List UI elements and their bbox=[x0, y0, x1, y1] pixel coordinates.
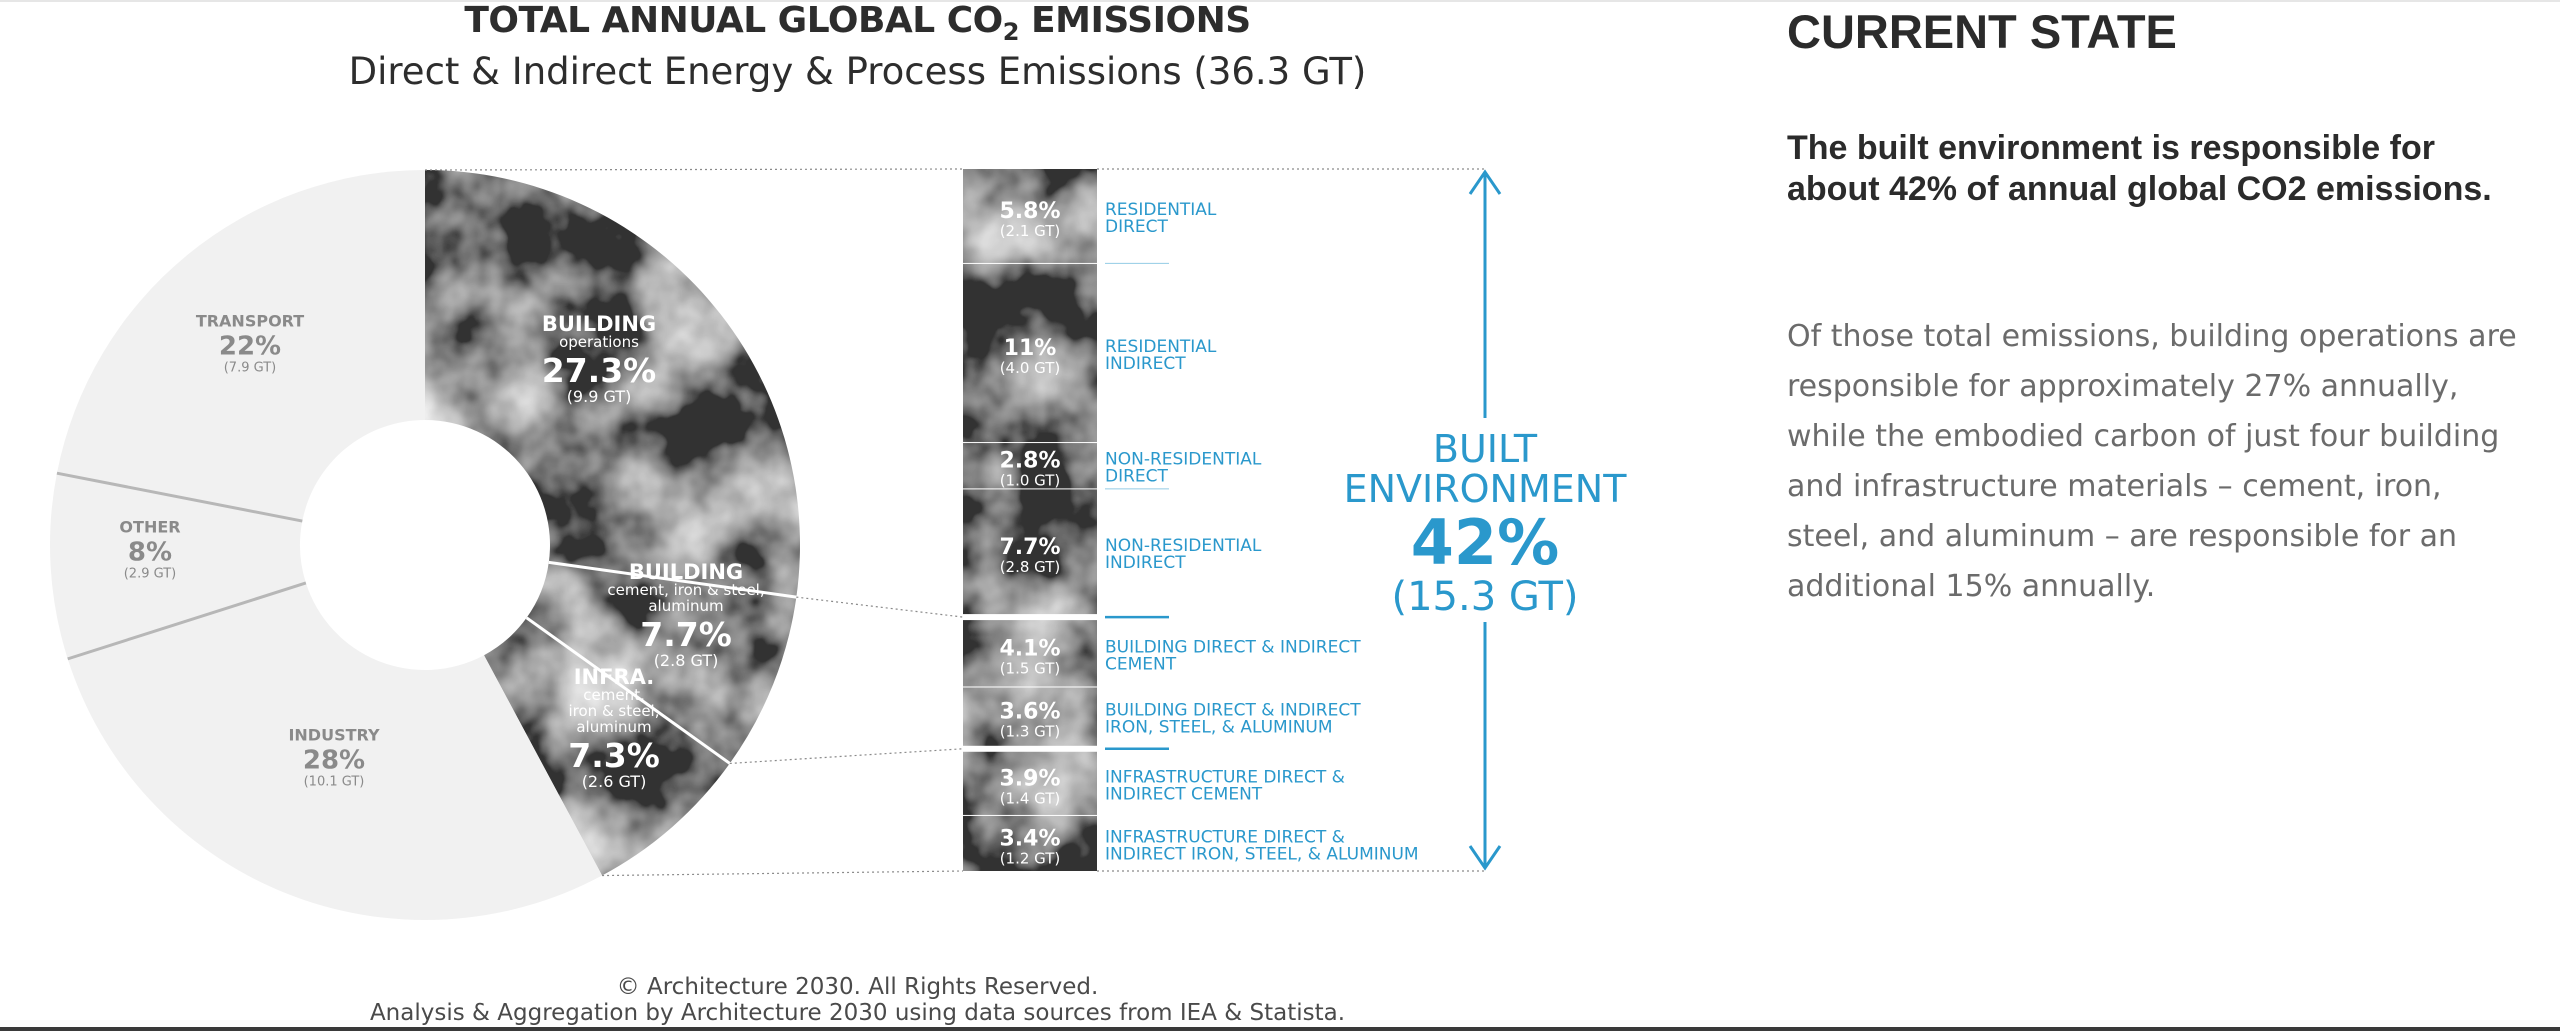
breakdown-label: NON-RESIDENTIAL bbox=[1105, 536, 1262, 556]
breakdown-pct: 3.9% bbox=[999, 766, 1060, 791]
slice-building-name: BUILDING bbox=[542, 312, 656, 336]
breakdown-pct: 4.1% bbox=[999, 636, 1060, 661]
breakdown-bar-segment-4 bbox=[963, 489, 1097, 615]
slice-transport-5 bbox=[56, 170, 425, 522]
breakdown-pct: 2.8% bbox=[999, 449, 1060, 474]
slice-industry-pct: 28% bbox=[303, 746, 365, 776]
built-environment-label: ENVIRONMENT bbox=[1344, 467, 1628, 511]
slice-other-gt: (2.9 GT) bbox=[124, 567, 177, 582]
slice-other-4 bbox=[50, 473, 306, 659]
breakdown-gt: (1.3 GT) bbox=[1000, 723, 1061, 741]
slice-transport-gt: (7.9 GT) bbox=[224, 361, 277, 376]
chart-subtitle: Direct & Indirect Energy & Process Emiss… bbox=[348, 50, 1367, 93]
breakdown-gt: (1.2 GT) bbox=[1000, 849, 1061, 867]
breakdown-gt: (2.1 GT) bbox=[1000, 222, 1061, 240]
breakdown-label: DIRECT bbox=[1105, 467, 1169, 487]
slice-building-name: BUILDING bbox=[629, 560, 743, 584]
slice-building-1 bbox=[526, 562, 797, 764]
slice-infra-name: INFRA. bbox=[574, 665, 655, 689]
top-border bbox=[0, 0, 2560, 2]
slice-other-pct: 8% bbox=[128, 538, 172, 568]
breakdown-bar-segment-7 bbox=[963, 751, 1097, 815]
breakdown-bar-segment-1 bbox=[963, 169, 1097, 263]
slice-transport-pct: 22% bbox=[219, 332, 281, 362]
breakdown-label: CEMENT bbox=[1105, 654, 1177, 674]
breakdown-pct: 3.4% bbox=[999, 826, 1060, 851]
breakdown-label: INDIRECT bbox=[1105, 553, 1186, 573]
slice-industry-3 bbox=[67, 582, 603, 920]
chart-title: TOTAL ANNUAL GLOBAL CO2 EMISSIONS bbox=[464, 0, 1251, 46]
body-paragraph: Of those total emissions, building opera… bbox=[1787, 319, 2517, 604]
built-environment-label: BUILT bbox=[1433, 427, 1538, 471]
slice-divider bbox=[525, 616, 731, 765]
slice-divider bbox=[56, 471, 303, 523]
connector-building-materials bbox=[796, 596, 964, 618]
slice-building-gt: (9.9 GT) bbox=[567, 387, 632, 406]
breakdown-bar-segment-2 bbox=[963, 263, 1097, 443]
copyright-notice: © Architecture 2030. All Rights Reserved… bbox=[616, 974, 1099, 1000]
slice-infra-gt: (2.6 GT) bbox=[582, 772, 647, 791]
breakdown-bar-segment-5 bbox=[963, 620, 1097, 687]
built-environment-pct: 42% bbox=[1411, 506, 1559, 579]
data-source-note: Analysis & Aggregation by Architecture 2… bbox=[369, 1000, 1346, 1026]
arrowhead-down-icon bbox=[1468, 845, 1502, 871]
breakdown-gt: (1.0 GT) bbox=[1000, 472, 1061, 490]
breakdown-label: BUILDING DIRECT & INDIRECT bbox=[1105, 637, 1361, 657]
breakdown-gt: (1.5 GT) bbox=[1000, 659, 1061, 677]
breakdown-label: RESIDENTIAL bbox=[1105, 337, 1217, 357]
slice-transport-name: TRANSPORT bbox=[196, 312, 304, 331]
breakdown-label: INDIRECT IRON, STEEL, & ALUMINUM bbox=[1105, 844, 1419, 864]
slice-divider bbox=[548, 560, 797, 599]
breakdown-gt: (4.0 GT) bbox=[1000, 359, 1061, 377]
slice-building-gt: (2.8 GT) bbox=[654, 651, 719, 670]
slice-other-name: OTHER bbox=[119, 518, 180, 537]
slice-building-0 bbox=[425, 170, 800, 598]
connector-infrastructure bbox=[729, 748, 964, 765]
slice-building-pct: 7.7% bbox=[640, 615, 732, 654]
connector-bottom bbox=[602, 870, 964, 877]
section-heading: CURRENT STATE bbox=[1787, 5, 2177, 58]
slice-building-pct: 27.3% bbox=[542, 351, 657, 390]
breakdown-bar-segment-8 bbox=[963, 815, 1097, 871]
breakdown-gt: (2.8 GT) bbox=[1000, 558, 1061, 576]
breakdown-label: IRON, STEEL, & ALUMINUM bbox=[1105, 718, 1333, 738]
breakdown-gt: (1.4 GT) bbox=[1000, 789, 1061, 807]
emissions-chart-panel: TOTAL ANNUAL GLOBAL CO2 EMISSIONS Direct… bbox=[50, 0, 1628, 1026]
lead-statement: The built environment is responsible for… bbox=[1787, 129, 2492, 208]
breakdown-pct: 3.6% bbox=[999, 700, 1060, 725]
breakdown-bar-segment-3 bbox=[963, 443, 1097, 489]
connector-top bbox=[424, 168, 964, 171]
breakdown-bar-segment-6 bbox=[963, 687, 1097, 746]
slice-infra-sublabel: cement, bbox=[583, 686, 644, 704]
breakdown-label: BUILDING DIRECT & INDIRECT bbox=[1105, 701, 1361, 721]
slice-industry-name: INDUSTRY bbox=[288, 726, 380, 745]
breakdown-pct: 7.7% bbox=[999, 535, 1060, 560]
breakdown-label: RESIDENTIAL bbox=[1105, 200, 1217, 220]
arrowhead-up-icon bbox=[1468, 169, 1502, 195]
slice-infra-sublabel: aluminum bbox=[576, 718, 651, 736]
breakdown-pct: 5.8% bbox=[999, 199, 1060, 224]
bottom-border bbox=[0, 1027, 2560, 1031]
breakdown-label: INFRASTRUCTURE DIRECT & bbox=[1105, 767, 1345, 787]
slice-building-sublabel: operations bbox=[559, 333, 639, 351]
slice-infra-pct: 7.3% bbox=[568, 736, 660, 775]
title-subscript: 2 bbox=[1002, 18, 1020, 46]
breakdown-label: DIRECT bbox=[1105, 217, 1169, 237]
breakdown-label: NON-RESIDENTIAL bbox=[1105, 450, 1262, 470]
built-environment-gt: (15.3 GT) bbox=[1392, 574, 1579, 620]
slice-building-sublabel: cement, iron & steel, bbox=[607, 581, 764, 599]
slice-infra-2 bbox=[484, 617, 730, 876]
slice-building-sublabel: aluminum bbox=[648, 597, 723, 615]
slice-industry-gt: (10.1 GT) bbox=[304, 775, 365, 790]
breakdown-label: INDIRECT CEMENT bbox=[1105, 784, 1263, 804]
breakdown-label: INDIRECT bbox=[1105, 354, 1186, 374]
breakdown-pct: 11% bbox=[1004, 336, 1057, 361]
slice-divider bbox=[67, 581, 307, 661]
breakdown-label: INFRASTRUCTURE DIRECT & bbox=[1105, 827, 1345, 847]
slice-infra-sublabel: iron & steel, bbox=[568, 702, 659, 720]
